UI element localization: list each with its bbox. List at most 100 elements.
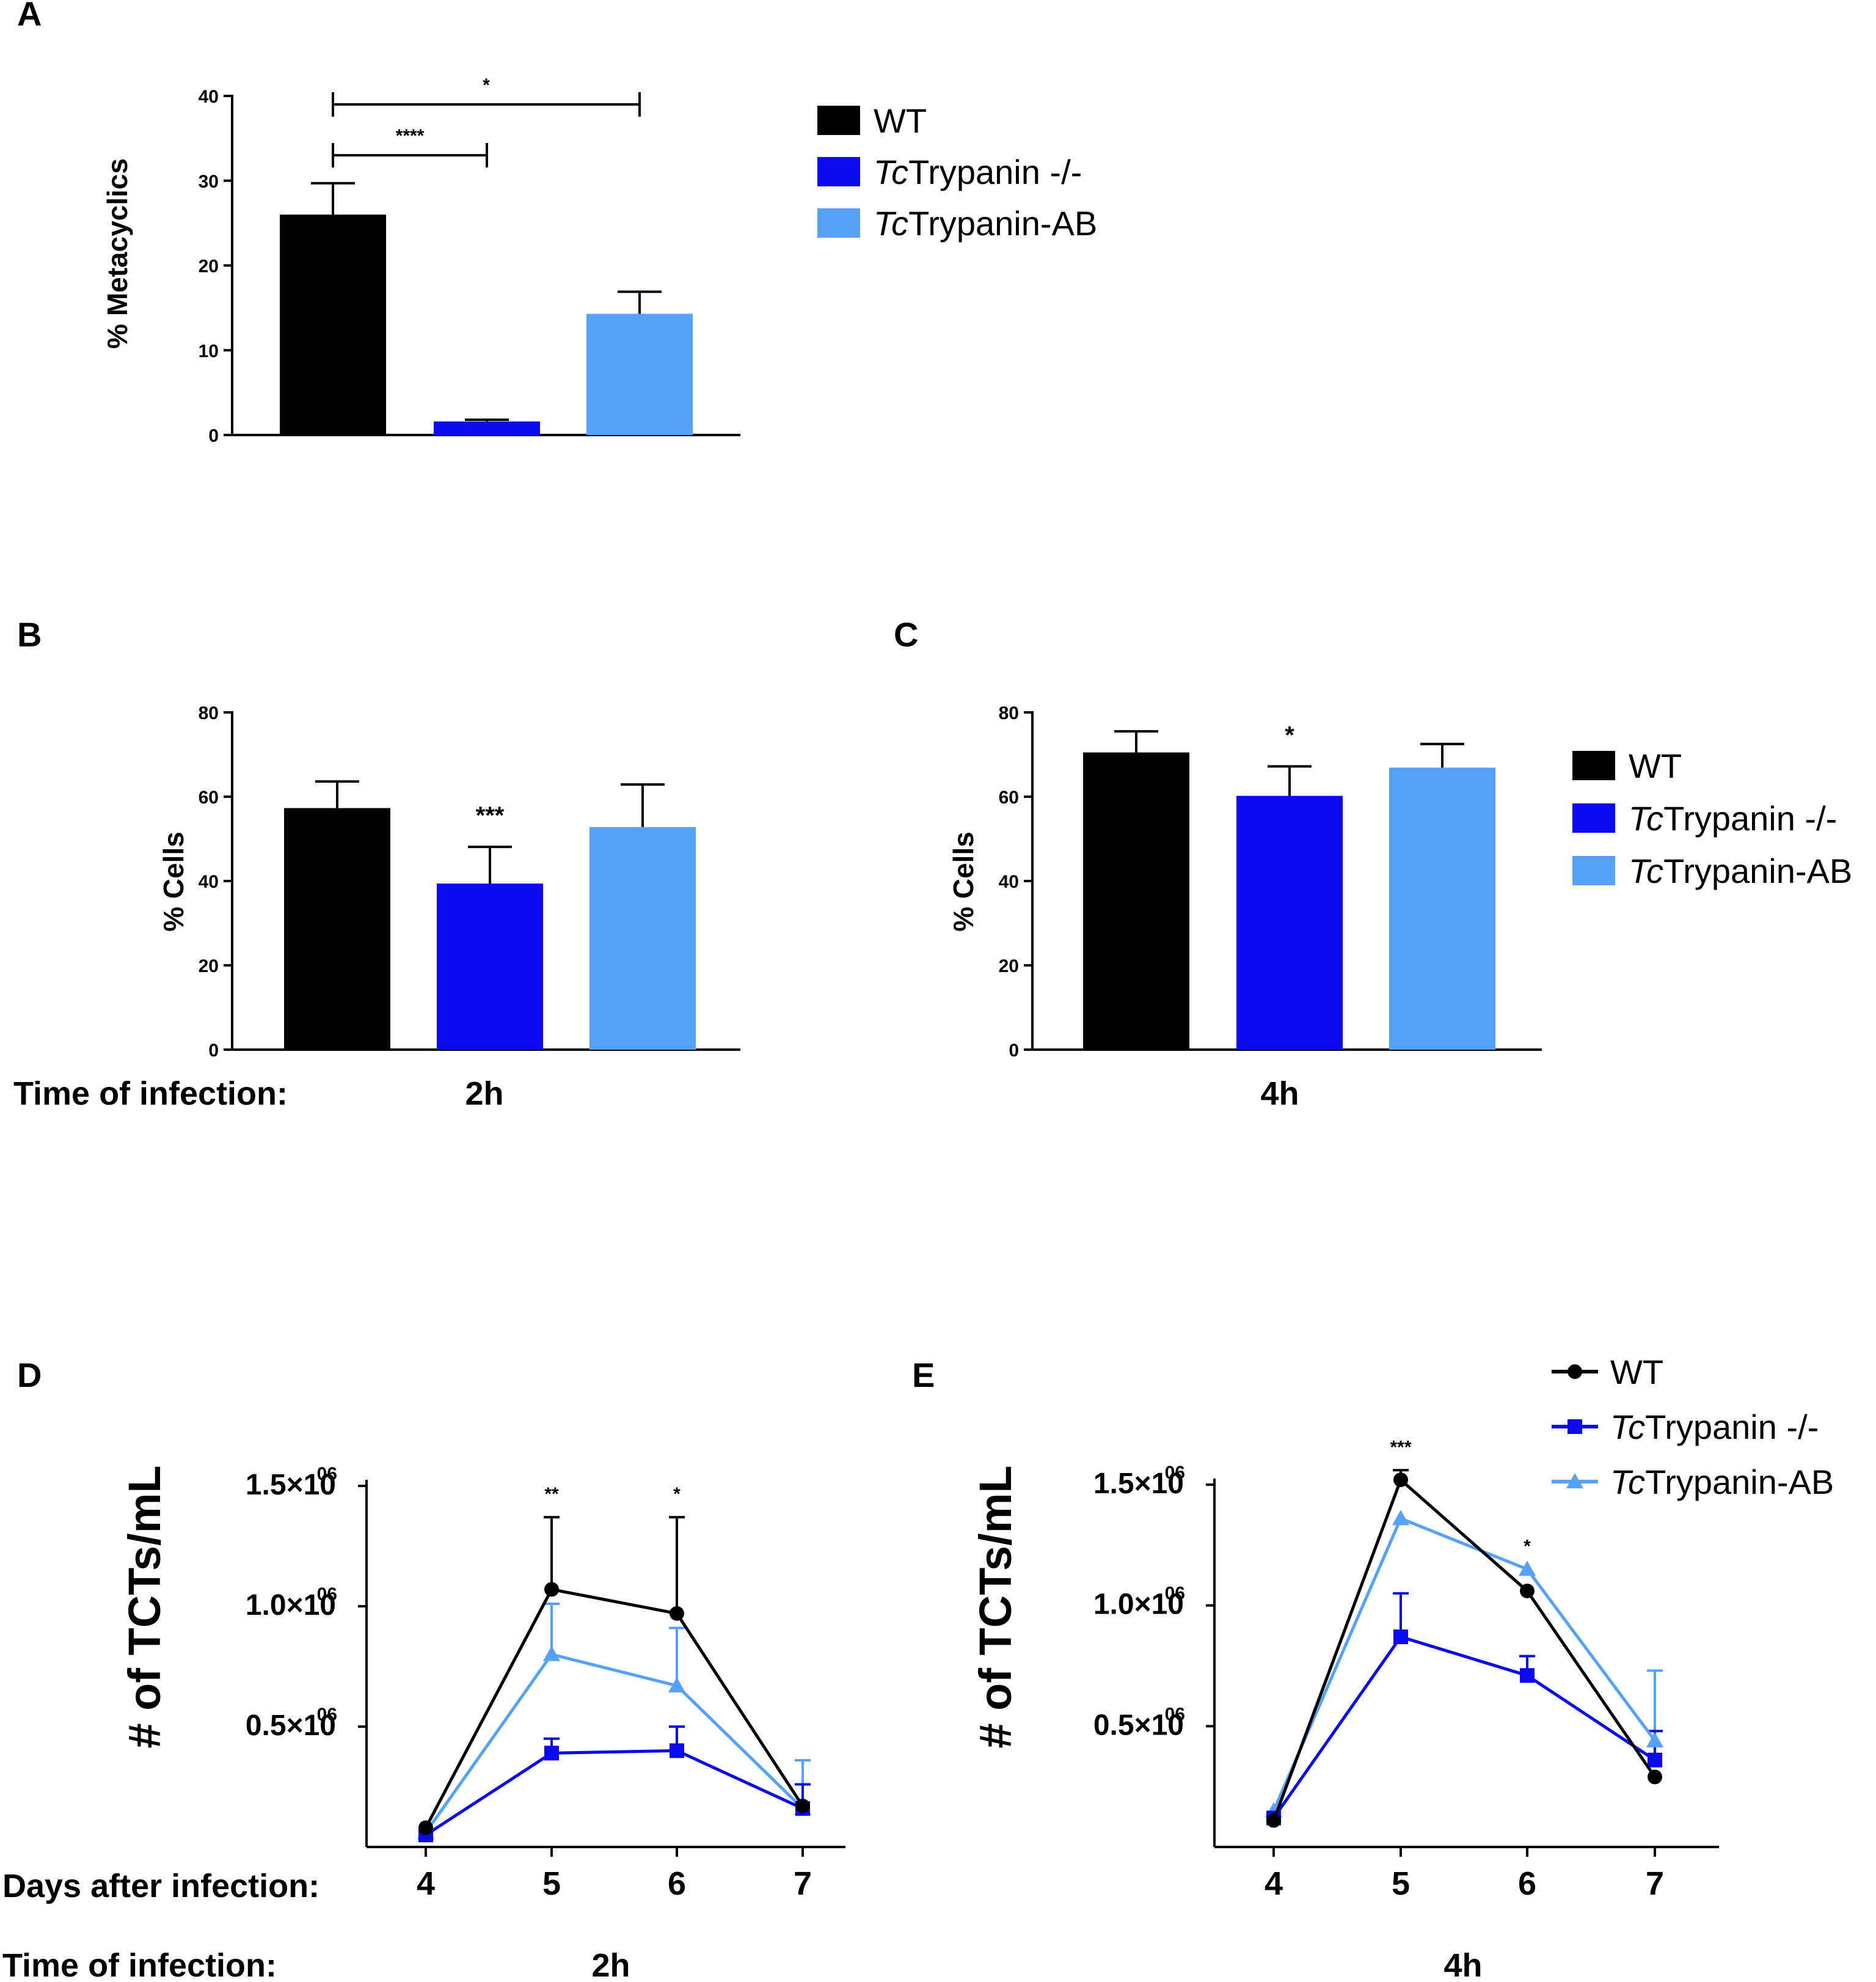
panel-a-legend-swatch: [817, 208, 860, 238]
panel-c-time-value: 4h: [1260, 1075, 1299, 1112]
panel-b-y-tick-label: 0: [208, 1040, 219, 1061]
panel-a-y-tick-label: 10: [199, 341, 219, 361]
panel-d-y-tick-exponent: 06: [317, 1584, 337, 1604]
panel-e-legend-text: WT: [1610, 1353, 1663, 1391]
panel-d-x-tick-label: 6: [668, 1865, 686, 1902]
panel-e-x-tick-label: 6: [1518, 1865, 1536, 1902]
panel-e-legend-italic-prefix: Tc: [1610, 1408, 1645, 1446]
panel-a-legend-text: Trypanin-AB: [908, 204, 1097, 243]
panel-c-legend-text: Trypanin-AB: [1663, 852, 1852, 890]
panel-b-y-tick-label: 60: [199, 788, 219, 808]
panel-e-legend-italic-prefix: Tc: [1610, 1463, 1645, 1501]
panel-d-data-point: [543, 1645, 560, 1661]
panel-e-y-tick-label: 0.5×10: [1093, 1709, 1184, 1741]
panel-d-significance-label: **: [544, 1484, 559, 1504]
panel-b-time-value: 2h: [465, 1075, 503, 1112]
panel-c-legend-swatch: [1572, 856, 1615, 885]
panel-a-bar-knockout: [434, 421, 540, 435]
panel-e-y-tick-base: 1.0×10: [1093, 1589, 1184, 1621]
panel-a-y-tick-label: 30: [199, 172, 219, 192]
panel-c-y-axis-label: % Cells: [947, 832, 979, 932]
panel-b-bar-knockout: [437, 883, 543, 1050]
panel-b-letter: B: [17, 615, 42, 654]
panel-e-data-point: [1646, 1732, 1663, 1748]
panel-d-series-line-addback: [424, 1652, 804, 1834]
panel-e-y-tick-exponent: 06: [1165, 1584, 1185, 1604]
panel-d-time-caption: Time of infection:: [2, 1947, 277, 1982]
panel-d-y-tick-base: 1.5×10: [246, 1469, 336, 1501]
panel-b: B % Cells Time of infection: 2h 0 20 40 60 8…: [13, 615, 740, 1112]
panel-e-y-axis-label: # of TCTs/mL: [970, 1465, 1021, 1748]
panel-a-legend-italic-prefix: Tc: [874, 204, 908, 243]
panel-d-y-tick-label: 1.0×10: [246, 1589, 336, 1622]
panel-e-data-point: [1648, 1752, 1662, 1768]
panel-c-bar-addback: [1389, 767, 1495, 1050]
panel-c-legend-label: TcTrypanin -/-: [1629, 799, 1837, 838]
panel-d-significance-label: *: [673, 1484, 681, 1504]
panel-c-letter: C: [894, 615, 918, 654]
panel-b-y-tick-label: 80: [199, 703, 219, 723]
panel-a-legend-italic-prefix: Tc: [874, 153, 908, 191]
panel-e-series-line-knockout: [1272, 1635, 1656, 1819]
panel-e-legend-label: TcTrypanin-AB: [1610, 1463, 1834, 1501]
panel-a-legend-label: TcTrypanin -/-: [874, 153, 1082, 191]
panel-e-legend-text: Trypanin-AB: [1645, 1463, 1834, 1501]
panel-a-legend-label: TcTrypanin-AB: [874, 204, 1097, 243]
panel-a-legend-swatch: [817, 157, 860, 186]
panel-a-y-tick-label: 40: [199, 87, 219, 107]
panel-a-legend-swatch: [817, 106, 860, 135]
panel-b-y-tick-label: 40: [199, 872, 219, 892]
panel-b-y-axis-label: % Cells: [158, 832, 189, 932]
panel-e-data-point: [1393, 1629, 1408, 1645]
panel-a-legend-label: WT: [874, 101, 927, 140]
panel-c-y-tick-label: 40: [999, 872, 1019, 892]
panel-b-significance-label: ***: [476, 802, 505, 829]
panel-e-x-tick-label: 5: [1392, 1865, 1410, 1902]
panel-a-legend-text: WT: [874, 101, 927, 140]
panel-e-y-tick-label: 1.0×10: [1093, 1589, 1184, 1621]
panel-c-legend-label: TcTrypanin-AB: [1629, 852, 1852, 890]
panel-c-significance-label: *: [1285, 722, 1294, 748]
panel-e-y-tick-base: 1.5×10: [1093, 1468, 1184, 1500]
panel-b-bar-addback: [589, 827, 696, 1050]
panel-d: D # of TCTs/mL Days after infection: Tim…: [2, 1356, 845, 1982]
panel-d-time-value: 2h: [591, 1947, 630, 1982]
panel-d-x-tick-label: 4: [417, 1865, 435, 1902]
panel-e-y-tick-label: 1.5×10: [1093, 1468, 1184, 1500]
panel-d-y-tick-label: 0.5×10: [246, 1710, 336, 1742]
panel-a-letter: A: [17, 0, 42, 33]
panel-d-y-tick-exponent: 06: [317, 1464, 337, 1484]
panel-c-legend-swatch: [1572, 803, 1615, 833]
panel-c-y-tick-label: 20: [999, 956, 1019, 976]
panel-e-legend-marker: [1566, 1473, 1583, 1488]
panel-e-x-tick-label: 7: [1646, 1865, 1664, 1902]
panel-d-data-point: [670, 1606, 684, 1621]
panel-a-y-tick-label: 0: [208, 426, 219, 446]
panel-d-y-tick-label: 1.5×10: [246, 1469, 336, 1501]
panel-b-y-tick-label: 20: [199, 956, 219, 976]
panel-a-y-tick-label: 20: [199, 257, 219, 277]
panel-e-data-point: [1520, 1583, 1535, 1598]
panel-e-series-line-addback: [1272, 1516, 1657, 1812]
panel-d-series-line-wt: [424, 1587, 805, 1829]
panel-e-y-tick-exponent: 06: [1165, 1463, 1185, 1483]
panel-c-y-tick-label: 80: [999, 703, 1019, 723]
panel-c-legend-italic-prefix: Tc: [1629, 799, 1663, 838]
panel-d-x-axis-caption: Days after infection:: [2, 1868, 319, 1904]
panel-c-legend-swatch: [1572, 751, 1615, 780]
panel-c-y-tick-label: 0: [1009, 1040, 1019, 1061]
panel-a-y-axis-label: % Metacyclics: [101, 158, 133, 349]
panel-d-data-point: [544, 1582, 559, 1597]
panel-e-legend-text: Trypanin -/-: [1645, 1408, 1819, 1446]
panel-c-bar-wt: [1083, 752, 1189, 1050]
panel-d-data-point: [670, 1743, 684, 1758]
panel-c-legend-text: Trypanin -/-: [1663, 799, 1837, 838]
panel-e-data-point: [1393, 1472, 1408, 1488]
panel-d-y-axis-label: # of TCTs/mL: [119, 1465, 170, 1748]
